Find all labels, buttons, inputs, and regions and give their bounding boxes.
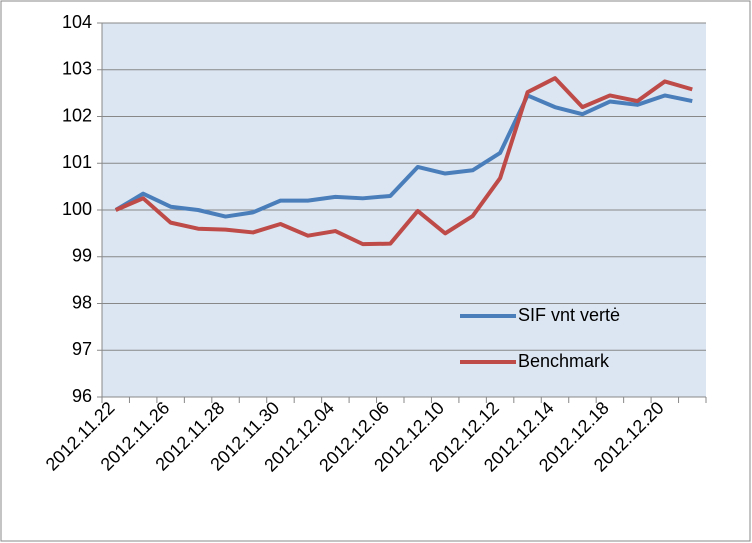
legend-label: SIF vnt vertė: [518, 305, 620, 325]
y-tick-label: 100: [62, 199, 92, 219]
legend-label: Benchmark: [518, 351, 610, 371]
y-tick-label: 104: [62, 12, 92, 32]
series-line: [114, 76, 693, 247]
series-line: [114, 93, 693, 219]
y-tick-label: 99: [72, 246, 92, 266]
y-tick-label: 97: [72, 339, 92, 359]
y-tick-label: 101: [62, 152, 92, 172]
y-tick-label: 103: [62, 59, 92, 79]
y-tick-label: 102: [62, 105, 92, 125]
y-tick-label: 98: [72, 292, 92, 312]
y-tick-label: 96: [72, 386, 92, 406]
